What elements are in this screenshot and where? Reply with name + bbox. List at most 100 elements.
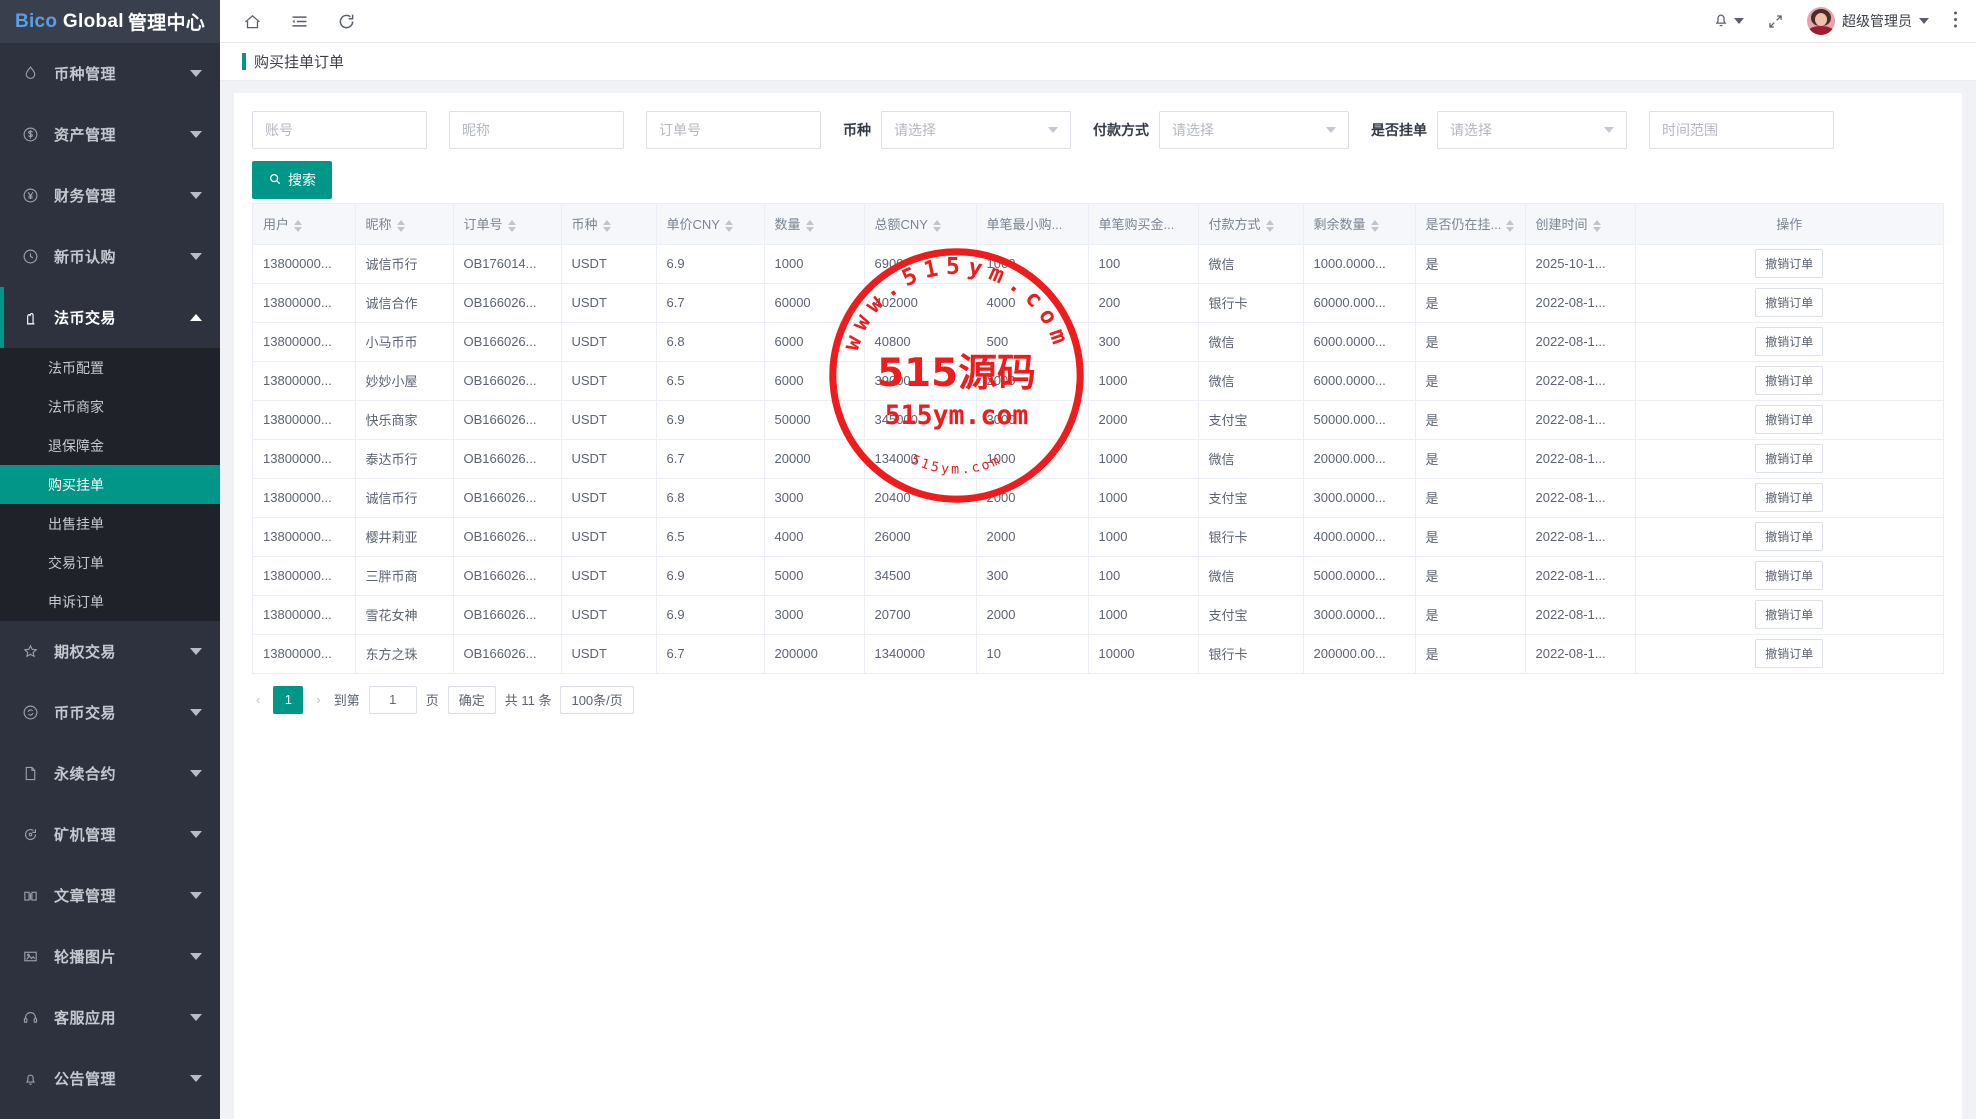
order-no-input[interactable]: 订单号 bbox=[646, 111, 821, 149]
pagination-jump-input[interactable]: 1 bbox=[368, 685, 417, 714]
sort-toggle-icon[interactable] bbox=[805, 219, 814, 232]
sidebar-subitem-sell-listing[interactable]: 出售挂单 bbox=[0, 504, 220, 543]
refresh-icon[interactable] bbox=[336, 11, 357, 32]
home-icon[interactable] bbox=[242, 11, 263, 32]
sort-toggle-icon[interactable] bbox=[396, 219, 405, 232]
sidebar-item-label: 文章管理 bbox=[54, 888, 117, 905]
orders-table-column-header[interactable]: 总额CNY bbox=[864, 204, 977, 245]
orders-table-column-header[interactable]: 付款方式 bbox=[1198, 204, 1304, 245]
sidebar-subitem-label: 法币商家 bbox=[48, 398, 104, 415]
account-input[interactable]: 账号 bbox=[252, 111, 427, 149]
sidebar-item-coin-trading[interactable]: 币币交易 bbox=[0, 682, 220, 743]
pagination-confirm-button[interactable]: 确定 bbox=[447, 685, 496, 714]
orders-table-column-header[interactable]: 订单号 bbox=[453, 204, 562, 245]
sidebar-item-label: 永续合约 bbox=[54, 766, 117, 783]
table-cell: 三胖币商 bbox=[355, 556, 454, 596]
sidebar-item-article-management[interactable]: 文章管理 bbox=[0, 865, 220, 926]
table-cell: 6900 bbox=[864, 244, 977, 284]
orders-table-column-header[interactable]: 用户 bbox=[253, 204, 356, 245]
orders-table-column-header[interactable]: 创建时间 bbox=[1525, 204, 1636, 245]
sidebar-subitem-fiat-config[interactable]: 法币配置 bbox=[0, 348, 220, 387]
cancel-order-button[interactable]: 撤销订单 bbox=[1755, 405, 1824, 434]
cancel-order-button[interactable]: 撤销订单 bbox=[1755, 483, 1824, 512]
more-vertical-icon[interactable] bbox=[1951, 10, 1960, 32]
sidebar-subitem-label: 交易订单 bbox=[48, 554, 104, 571]
pagination-next[interactable]: › bbox=[316, 692, 321, 707]
pagination-page-size-select[interactable]: 100条/页 bbox=[560, 685, 634, 714]
cancel-order-button[interactable]: 撤销订单 bbox=[1755, 327, 1824, 356]
sidebar-item-announcement-management[interactable]: 公告管理 bbox=[0, 1048, 220, 1109]
sidebar-subitem-refund-deposit[interactable]: 退保障金 bbox=[0, 426, 220, 465]
sidebar-item-label: 客服应用 bbox=[54, 1010, 117, 1027]
chevron-down-icon bbox=[190, 709, 202, 716]
cancel-order-button[interactable]: 撤销订单 bbox=[1755, 561, 1824, 590]
sort-toggle-icon[interactable] bbox=[932, 219, 941, 232]
sidebar-item-finance-management[interactable]: 财务管理 bbox=[0, 165, 220, 226]
sidebar-subitem-trade-orders[interactable]: 交易订单 bbox=[0, 543, 220, 582]
sort-toggle-icon[interactable] bbox=[602, 219, 611, 232]
sidebar-item-fiat-trading[interactable]: 法币交易 bbox=[0, 287, 220, 348]
cancel-order-button[interactable]: 撤销订单 bbox=[1755, 522, 1824, 551]
sidebar-item-options-trading[interactable]: 期权交易 bbox=[0, 621, 220, 682]
sort-toggle-icon[interactable] bbox=[1265, 219, 1274, 232]
cancel-order-button[interactable]: 撤销订单 bbox=[1755, 444, 1824, 473]
table-cell: 134000 bbox=[864, 439, 977, 479]
cancel-order-button[interactable]: 撤销订单 bbox=[1755, 600, 1824, 629]
sort-toggle-icon[interactable] bbox=[294, 219, 303, 232]
sidebar-subitem-fiat-merchant[interactable]: 法币商家 bbox=[0, 387, 220, 426]
user-menu[interactable]: 超级管理员 bbox=[1807, 7, 1929, 35]
pagination-prev[interactable]: ‹ bbox=[256, 692, 261, 707]
dollar-circle-icon bbox=[22, 126, 48, 143]
fullscreen-icon[interactable] bbox=[1766, 12, 1785, 31]
table-cell: 13800000... bbox=[253, 634, 356, 674]
nickname-input[interactable]: 昵称 bbox=[449, 111, 624, 149]
sort-toggle-icon[interactable] bbox=[1506, 219, 1515, 232]
orders-table-column-header[interactable]: 剩余数量 bbox=[1303, 204, 1416, 245]
pagination-page-1[interactable]: 1 bbox=[273, 685, 304, 714]
time-range-input[interactable]: 时间范围 bbox=[1649, 111, 1834, 149]
table-cell-actions: 撤销订单 bbox=[1635, 478, 1943, 518]
table-cell: 4000.0000... bbox=[1303, 517, 1416, 557]
sidebar-item-asset-management[interactable]: 资产管理 bbox=[0, 104, 220, 165]
sidebar-item-carousel-images[interactable]: 轮播图片 bbox=[0, 926, 220, 987]
table-cell: 3000.0000... bbox=[1303, 595, 1416, 635]
search-button[interactable]: 搜索 bbox=[252, 161, 332, 199]
sort-toggle-icon[interactable] bbox=[507, 219, 516, 232]
sidebar-subitem-appeal-orders[interactable]: 申诉订单 bbox=[0, 582, 220, 621]
table-cell: USDT bbox=[561, 556, 657, 596]
is-listed-select[interactable]: 请选择 bbox=[1437, 111, 1627, 149]
cancel-order-button[interactable]: 撤销订单 bbox=[1755, 249, 1824, 278]
cancel-order-button[interactable]: 撤销订单 bbox=[1755, 366, 1824, 395]
sidebar-item-miner-management[interactable]: 矿机管理 bbox=[0, 804, 220, 865]
cancel-order-button[interactable]: 撤销订单 bbox=[1755, 639, 1824, 668]
table-cell-actions: 撤销订单 bbox=[1635, 634, 1943, 674]
currency-select[interactable]: 请选择 bbox=[881, 111, 1071, 149]
sidebar-item-new-coin-subscription[interactable]: 新币认购 bbox=[0, 226, 220, 287]
notifications-button[interactable] bbox=[1711, 9, 1744, 34]
filter-account: 账号 bbox=[252, 111, 427, 149]
sidebar-subitem-label: 出售挂单 bbox=[48, 515, 104, 532]
brand-logo[interactable]: Bico Global 管理中心 bbox=[0, 0, 220, 43]
table-cell: OB166026... bbox=[453, 517, 562, 557]
sidebar-item-customer-service[interactable]: 客服应用 bbox=[0, 987, 220, 1048]
orders-table-column-header[interactable]: 数量 bbox=[764, 204, 865, 245]
sidebar-subitem-buy-listing[interactable]: 购买挂单 bbox=[0, 465, 220, 504]
orders-table-column-header[interactable]: 币种 bbox=[561, 204, 657, 245]
orders-table-column-header[interactable]: 昵称 bbox=[355, 204, 454, 245]
sort-toggle-icon[interactable] bbox=[724, 219, 733, 232]
orders-table-column-header[interactable]: 单价CNY bbox=[656, 204, 765, 245]
sort-toggle-icon[interactable] bbox=[1370, 219, 1379, 232]
sort-toggle-icon[interactable] bbox=[1592, 219, 1601, 232]
sidebar-item-perpetual-contract[interactable]: 永续合约 bbox=[0, 743, 220, 804]
table-cell: 是 bbox=[1415, 517, 1526, 557]
sidebar-item-currency-management[interactable]: 币种管理 bbox=[0, 43, 220, 104]
cancel-order-button[interactable]: 撤销订单 bbox=[1755, 288, 1824, 317]
table-cell: 诚信币行 bbox=[355, 478, 454, 518]
table-cell: 5000 bbox=[764, 556, 865, 596]
payment-select[interactable]: 请选择 bbox=[1159, 111, 1349, 149]
orders-table-column-header[interactable]: 是否仍在挂... bbox=[1415, 204, 1526, 245]
menu-collapse-icon[interactable] bbox=[289, 11, 310, 32]
pagination-total: 共 11 条 bbox=[504, 693, 552, 708]
filter-bar: 账号 昵称 订单号 币种 请选择 bbox=[252, 111, 1944, 163]
table-cell: 2000 bbox=[976, 478, 1089, 518]
